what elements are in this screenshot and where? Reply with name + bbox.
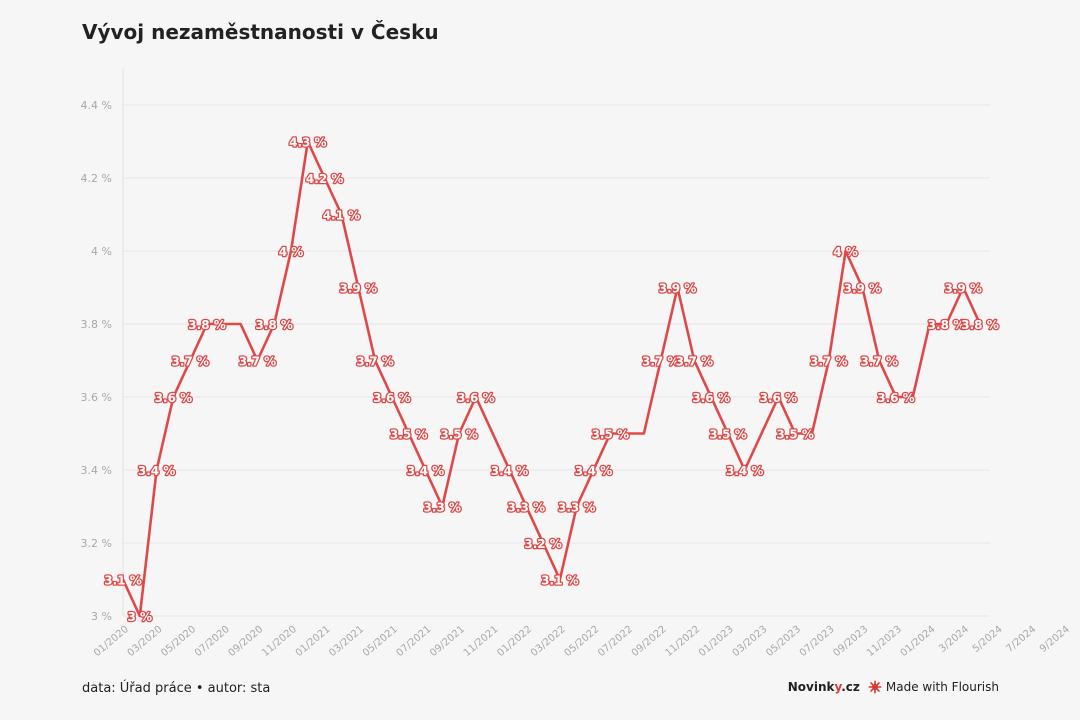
data-label: 3.7 % bbox=[356, 355, 393, 369]
x-tick-label: 11/2023 bbox=[865, 624, 904, 659]
data-label: 3.7 % bbox=[171, 355, 208, 369]
y-tick-label: 4.4 % bbox=[81, 99, 112, 112]
data-label: 3.8 % bbox=[188, 318, 225, 332]
y-tick-label: 4 % bbox=[91, 245, 112, 258]
data-label: 3.5 % bbox=[440, 428, 477, 442]
x-tick-label: 05/2021 bbox=[361, 624, 400, 659]
data-label: 4 % bbox=[833, 245, 858, 259]
data-label: 3.3 % bbox=[424, 501, 461, 515]
data-label: 3.7 % bbox=[810, 355, 847, 369]
data-label: 3.6 % bbox=[373, 391, 410, 405]
x-tick-label: 03/2022 bbox=[529, 624, 568, 659]
data-label: 3.4 % bbox=[491, 464, 528, 478]
data-label: 3 % bbox=[128, 610, 153, 624]
x-tick-label: 09/2020 bbox=[226, 624, 265, 659]
x-tick-label: 01/2021 bbox=[294, 624, 333, 659]
chart-title: Vývoj nezaměstnanosti v Česku bbox=[82, 20, 439, 44]
y-tick-label: 3.8 % bbox=[81, 318, 112, 331]
y-axis-ticks: 3 % 3.2 % 3.4 % 3.6 % 3.8 % 4 % 4.2 % 4.4 % bbox=[81, 99, 112, 623]
data-label: 3.7 % bbox=[860, 355, 897, 369]
data-label: 3.7 % bbox=[239, 355, 276, 369]
made-with-flourish-link[interactable]: Made with Flourish bbox=[885, 680, 999, 694]
x-tick-label: 11/2020 bbox=[260, 624, 299, 659]
data-label: 3.4 % bbox=[138, 464, 175, 478]
data-label: 3.6 % bbox=[155, 391, 192, 405]
y-tick-label: 3.6 % bbox=[81, 391, 112, 404]
x-tick-label: 09/2023 bbox=[831, 624, 870, 659]
data-label: 3.4 % bbox=[575, 464, 612, 478]
brand-logo[interactable]: Novinky.cz bbox=[787, 680, 860, 694]
y-tick-label: 3.4 % bbox=[81, 464, 112, 477]
x-tick-label: 9/2024 bbox=[1038, 624, 1072, 655]
footer-brand: Novinky.cz Made with Flourish bbox=[788, 680, 999, 694]
data-label: 3.1 % bbox=[104, 574, 141, 588]
x-tick-label: 03/2020 bbox=[126, 624, 165, 659]
x-tick-label: 3/2024 bbox=[937, 624, 971, 655]
data-label: 3.2 % bbox=[524, 537, 561, 551]
y-tick-label: 3.2 % bbox=[81, 537, 112, 550]
x-tick-label: 01/2023 bbox=[697, 624, 736, 659]
x-tick-label: 07/2023 bbox=[798, 624, 837, 659]
x-tick-label: 11/2021 bbox=[462, 624, 501, 659]
data-series bbox=[121, 140, 982, 618]
data-label: 4 % bbox=[279, 245, 304, 259]
x-tick-label: 07/2022 bbox=[596, 624, 635, 659]
data-label: 3.7 % bbox=[642, 355, 679, 369]
data-label: 3.8 % bbox=[928, 318, 965, 332]
data-label: 3.9 % bbox=[944, 282, 981, 296]
y-tick-label: 3 % bbox=[91, 610, 112, 623]
data-label: 3.5 % bbox=[709, 428, 746, 442]
x-tick-label: 03/2023 bbox=[731, 624, 770, 659]
data-label: 3.9 % bbox=[659, 282, 696, 296]
data-label: 3.5 % bbox=[390, 428, 427, 442]
x-tick-label: 07/2020 bbox=[193, 624, 232, 659]
x-tick-label: 11/2022 bbox=[663, 624, 702, 659]
data-label: 3.4 % bbox=[407, 464, 444, 478]
grid-lines bbox=[122, 68, 990, 617]
data-label: 3.5 % bbox=[776, 428, 813, 442]
data-label: 3.1 % bbox=[541, 574, 578, 588]
y-tick-label: 4.2 % bbox=[81, 172, 112, 185]
x-tick-label: 09/2022 bbox=[630, 624, 669, 659]
data-label: 3.6 % bbox=[692, 391, 729, 405]
data-label: 4.2 % bbox=[306, 172, 343, 186]
x-tick-label: 05/2023 bbox=[764, 624, 803, 659]
x-tick-label: 01/2020 bbox=[92, 624, 131, 659]
data-label: 3.6 % bbox=[760, 391, 797, 405]
series-line bbox=[121, 140, 982, 618]
data-label: 3.9 % bbox=[844, 282, 881, 296]
data-label: 3.6 % bbox=[877, 391, 914, 405]
data-label: 4.1 % bbox=[323, 209, 360, 223]
data-label: 4.3 % bbox=[289, 136, 326, 150]
flourish-icon bbox=[868, 680, 882, 694]
x-tick-label: 09/2021 bbox=[428, 624, 467, 659]
x-tick-label: 5/2024 bbox=[971, 624, 1005, 655]
x-tick-label: 03/2021 bbox=[327, 624, 366, 659]
data-label: 3.4 % bbox=[726, 464, 763, 478]
x-tick-label: 7/2024 bbox=[1004, 624, 1038, 655]
x-tick-label: 05/2020 bbox=[159, 624, 198, 659]
x-tick-label: 07/2021 bbox=[395, 624, 434, 659]
x-tick-label: 05/2022 bbox=[563, 624, 602, 659]
data-label: 3.3 % bbox=[508, 501, 545, 515]
x-axis-ticks: 01/202003/202005/202007/202009/202011/20… bbox=[92, 624, 1072, 659]
data-label: 3.6 % bbox=[457, 391, 494, 405]
x-tick-label: 01/2024 bbox=[899, 624, 938, 659]
data-label: 3.3 % bbox=[558, 501, 595, 515]
data-label: 3.9 % bbox=[340, 282, 377, 296]
data-label: 3.8 % bbox=[256, 318, 293, 332]
source-note: data: Úřad práce • autor: sta bbox=[82, 681, 271, 696]
data-labels: 3.1 % 3 % 3.4 % 3.6 % 3.7 % 3.8 % 3.7 % 3.8 % 4 … bbox=[103, 134, 1000, 625]
x-tick-label: 01/2022 bbox=[495, 624, 534, 659]
data-label: 3.7 % bbox=[676, 355, 713, 369]
data-label: 3.5 % bbox=[592, 428, 629, 442]
data-label: 3.8 % bbox=[961, 318, 998, 332]
